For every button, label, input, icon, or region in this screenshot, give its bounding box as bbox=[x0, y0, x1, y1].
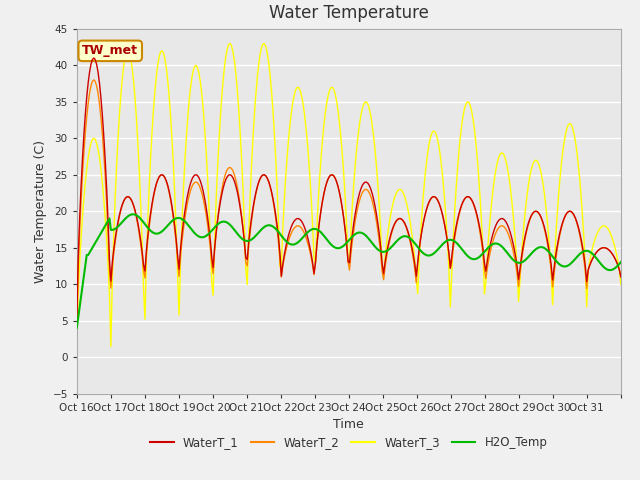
Title: Water Temperature: Water Temperature bbox=[269, 4, 429, 22]
Y-axis label: Water Temperature (C): Water Temperature (C) bbox=[34, 140, 47, 283]
Legend: WaterT_1, WaterT_2, WaterT_3, H2O_Temp: WaterT_1, WaterT_2, WaterT_3, H2O_Temp bbox=[145, 431, 552, 454]
X-axis label: Time: Time bbox=[333, 418, 364, 431]
Text: TW_met: TW_met bbox=[82, 44, 138, 57]
